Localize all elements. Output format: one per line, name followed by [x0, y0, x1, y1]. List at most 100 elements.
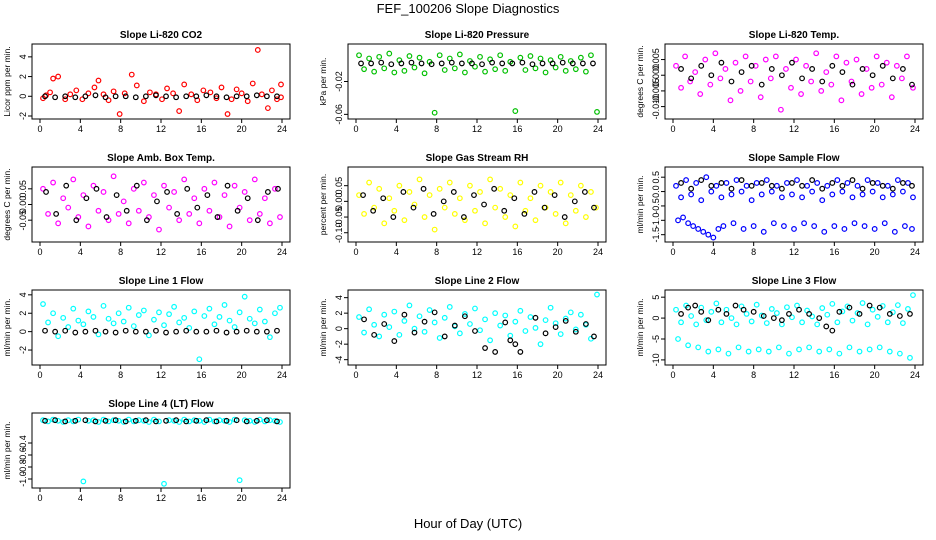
data-point	[813, 50, 820, 57]
data-point	[816, 348, 823, 355]
data-point	[886, 348, 893, 355]
data-point	[63, 182, 70, 189]
data-point	[174, 211, 181, 217]
data-point	[896, 350, 903, 357]
data-point	[537, 55, 544, 62]
data-point	[436, 52, 443, 59]
data-point	[688, 185, 695, 192]
data-point	[446, 304, 453, 310]
data-point	[678, 66, 684, 72]
data-point	[203, 92, 210, 99]
data-point	[527, 314, 534, 320]
y-tick-label: 4	[18, 292, 28, 297]
x-tick-label: 24	[277, 247, 287, 257]
data-point	[456, 330, 463, 337]
data-point	[772, 53, 779, 60]
y-tick-label: 0	[18, 329, 28, 334]
data-point	[750, 223, 757, 229]
data-point	[95, 77, 102, 84]
data-point	[673, 306, 679, 313]
data-point	[85, 223, 92, 230]
data-point	[264, 105, 271, 112]
data-point	[176, 217, 183, 224]
data-point	[52, 417, 59, 424]
data-point	[406, 189, 413, 195]
data-point	[871, 226, 878, 232]
data-point	[501, 207, 508, 214]
data-point	[456, 51, 463, 58]
data-point	[900, 180, 906, 186]
panel-title: Slope Li-820 Temp.	[749, 30, 840, 41]
data-point	[356, 52, 362, 59]
data-point	[159, 96, 165, 103]
x-tick-label: 24	[593, 247, 603, 257]
data-point	[203, 417, 210, 424]
data-point	[492, 310, 499, 317]
data-point	[380, 195, 387, 202]
data-point	[196, 417, 203, 424]
data-point	[829, 327, 836, 334]
y-tick-label: -5	[651, 335, 661, 343]
x-tick-label: 16	[829, 370, 839, 380]
data-point	[156, 418, 162, 425]
data-point	[718, 180, 725, 186]
data-point	[67, 91, 74, 98]
data-point	[748, 318, 755, 325]
data-point	[52, 328, 59, 335]
data-point	[512, 341, 519, 348]
data-point	[274, 418, 280, 425]
data-point	[693, 180, 700, 186]
data-point	[793, 56, 799, 63]
data-point	[421, 318, 428, 325]
data-point	[40, 185, 46, 192]
x-tick-label: 4	[78, 370, 83, 380]
data-point	[233, 86, 240, 93]
x-tick-label: 4	[78, 493, 83, 503]
data-point	[181, 81, 188, 88]
x-tick-label: 24	[910, 370, 920, 380]
data-point	[221, 302, 228, 308]
data-point	[502, 319, 509, 326]
data-point	[388, 61, 395, 68]
data-point	[188, 91, 195, 98]
panel-title: Slope Line 2 Flow	[435, 276, 520, 287]
data-point	[472, 63, 478, 70]
data-point	[153, 327, 159, 334]
data-point	[60, 314, 67, 321]
data-point	[541, 204, 548, 211]
data-point	[768, 66, 775, 72]
plot-frame	[347, 166, 607, 243]
data-point	[874, 313, 881, 320]
x-tick-label: 8	[118, 493, 123, 503]
x-tick-label: 8	[751, 370, 756, 380]
data-point	[517, 54, 524, 61]
data-point	[441, 314, 448, 321]
data-point	[211, 321, 218, 328]
data-point	[70, 305, 77, 312]
data-point	[161, 182, 167, 189]
data-point	[883, 59, 890, 66]
y-axis-label: ml/min per min.	[635, 298, 645, 356]
x-tick-label: 12	[472, 124, 482, 134]
data-point	[873, 53, 880, 60]
data-point	[683, 177, 690, 183]
data-point	[112, 329, 119, 336]
data-point	[120, 198, 127, 205]
chart-panel: Slope Gas Stream RH 0 4 8 12 16 20 24 -0.10-0.05…	[318, 153, 607, 257]
data-point	[685, 220, 692, 227]
data-point	[487, 337, 494, 344]
data-point	[361, 66, 367, 73]
data-point	[532, 65, 539, 72]
data-point	[733, 321, 740, 328]
panel-title: Slope Li-820 Pressure	[425, 30, 530, 41]
data-point	[55, 333, 62, 340]
data-point	[45, 418, 51, 425]
data-point	[829, 300, 836, 307]
data-point	[261, 195, 268, 202]
data-point	[121, 90, 128, 97]
data-point	[703, 174, 710, 181]
x-tick-label: 24	[277, 493, 287, 503]
data-point	[775, 344, 782, 351]
data-point	[231, 324, 238, 330]
